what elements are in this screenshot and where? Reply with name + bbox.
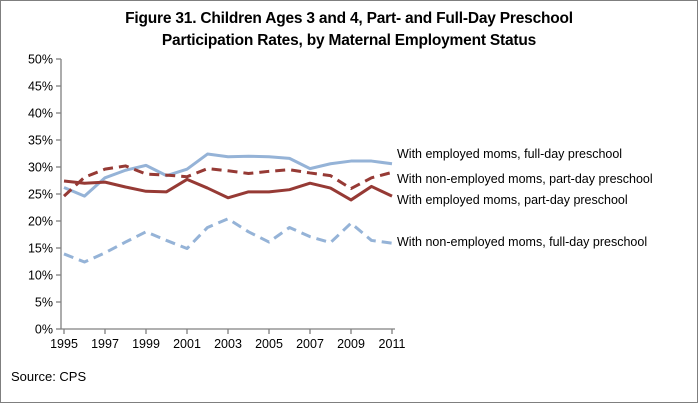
y-tick-label: 35% bbox=[28, 134, 53, 148]
chart-title: Figure 31. Children Ages 3 and 4, Part- … bbox=[125, 10, 573, 50]
legend-label-employed-part-day: With employed moms, part-day preschool bbox=[397, 193, 628, 207]
line-nonemployed-part-day bbox=[62, 164, 393, 198]
x-tick-label: 2005 bbox=[255, 337, 283, 351]
line-employed-full-day bbox=[63, 152, 393, 198]
legend-label-nonemployed-full-day: With non-employed moms, full-day prescho… bbox=[397, 235, 648, 249]
x-tick-label: 2009 bbox=[337, 337, 365, 351]
y-tick-label: 40% bbox=[28, 107, 53, 121]
y-tick-label: 50% bbox=[28, 53, 53, 67]
y-tick-label: 15% bbox=[28, 242, 53, 256]
x-tick-label: 2007 bbox=[296, 337, 324, 351]
legend-label-nonemployed-part-day: With non-employed moms, part-day prescho… bbox=[397, 172, 653, 186]
x-tick-label: 1997 bbox=[91, 337, 119, 351]
source-note: Source: CPS bbox=[11, 369, 87, 384]
y-tick-label: 10% bbox=[28, 269, 53, 283]
x-tick-label: 1999 bbox=[132, 337, 160, 351]
y-tick-label: 20% bbox=[28, 215, 53, 229]
y-tick-label: 25% bbox=[28, 188, 53, 202]
y-tick-label: 45% bbox=[28, 80, 53, 94]
legend-label-employed-full-day: With employed moms, full-day preschool bbox=[397, 147, 623, 161]
x-tick-label: 2011 bbox=[379, 337, 406, 351]
line-nonemployed-full-day bbox=[63, 217, 393, 264]
y-tick-label: 5% bbox=[35, 296, 53, 310]
x-tick-label: 1995 bbox=[50, 337, 78, 351]
line-employed-part-day bbox=[63, 177, 393, 202]
x-tick-label: 2001 bbox=[173, 337, 201, 351]
y-tick-label: 30% bbox=[28, 161, 53, 175]
y-tick-label: 0% bbox=[35, 323, 53, 337]
x-tick-label: 2003 bbox=[214, 337, 242, 351]
